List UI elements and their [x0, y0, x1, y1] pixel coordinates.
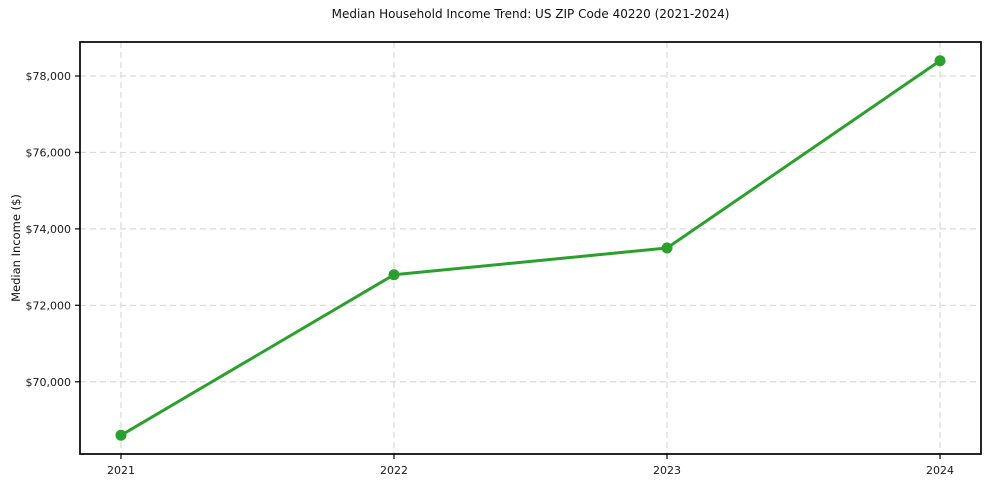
y-tick-label: $78,000 — [26, 70, 72, 83]
x-tick-label: 2022 — [380, 464, 408, 477]
data-point-marker — [934, 55, 946, 67]
data-point-marker — [388, 269, 400, 281]
data-point-marker — [661, 242, 673, 254]
trend-line — [119, 59, 942, 437]
x-tick-label: 2021 — [107, 464, 135, 477]
y-tick-label: $72,000 — [26, 299, 72, 312]
y-tick-label: $74,000 — [26, 223, 72, 236]
x-tick-label: 2023 — [653, 464, 681, 477]
plot-border — [79, 41, 982, 455]
y-tick-label: $70,000 — [26, 376, 72, 389]
data-point-marker — [115, 429, 127, 441]
chart-title: Median Household Income Trend: US ZIP Co… — [331, 7, 730, 21]
x-tick-label: 2024 — [926, 464, 954, 477]
y-tick-label: $76,000 — [26, 146, 72, 159]
